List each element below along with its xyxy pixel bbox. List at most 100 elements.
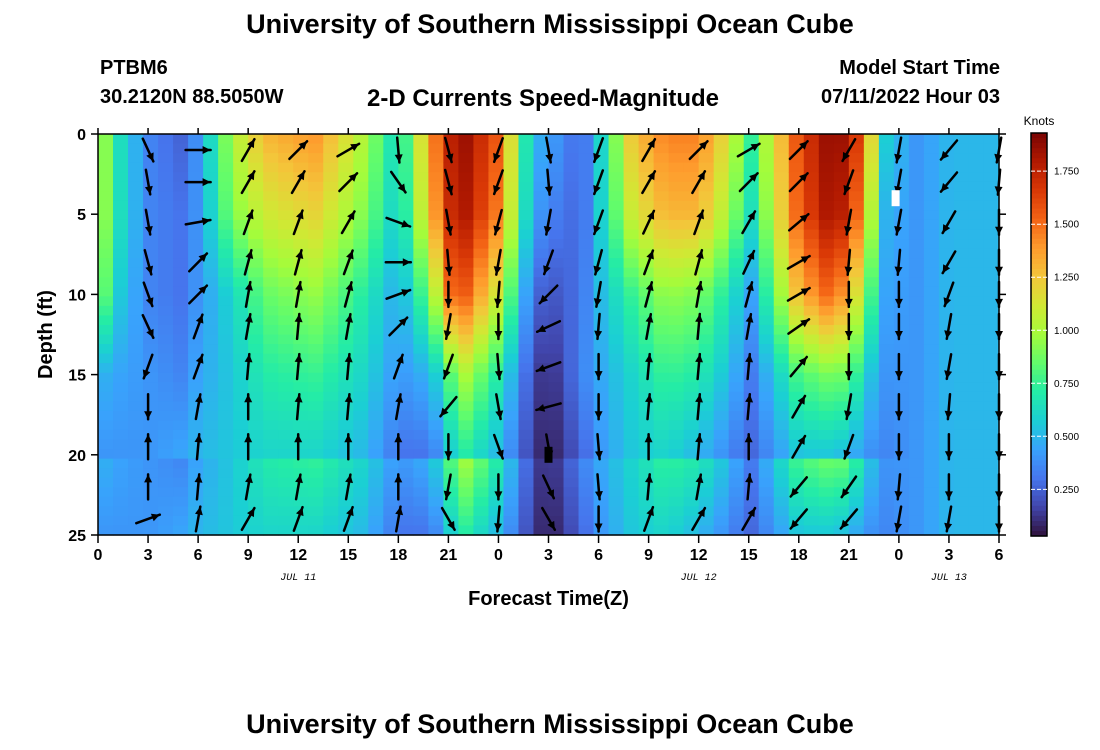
arrow-head: [440, 407, 449, 417]
heat-cell: [323, 286, 339, 297]
heat-cell: [218, 134, 234, 145]
heat-cell: [893, 143, 910, 154]
heat-cell: [698, 487, 715, 498]
heat-cell: [398, 496, 414, 507]
heat-cell: [608, 191, 625, 202]
heat-cell: [278, 134, 294, 145]
heat-cell: [278, 391, 294, 402]
heat-cell: [743, 229, 760, 240]
heat-cell: [278, 153, 294, 164]
arrow-head: [401, 289, 411, 297]
current-arrow: [594, 352, 603, 381]
heat-cell: [908, 277, 925, 288]
heat-cell: [353, 239, 369, 250]
heat-cell: [548, 363, 565, 374]
heat-cell: [758, 515, 775, 527]
heat-cell: [488, 277, 505, 288]
heat-cell: [908, 143, 925, 154]
arrow-head: [790, 487, 799, 497]
heat-cell: [233, 324, 249, 336]
heat-cell: [983, 162, 1000, 173]
heat-cell: [743, 429, 760, 441]
heat-cell: [473, 391, 490, 402]
heat-cell: [908, 353, 925, 364]
heat-cell: [683, 487, 700, 498]
heat-cell: [293, 496, 309, 507]
colorbar-tick-label: 1.500: [1054, 220, 1079, 231]
heat-cell: [128, 181, 144, 192]
heat-cell: [923, 286, 940, 297]
heat-cell: [893, 324, 910, 336]
colorbar-segment: [1031, 329, 1047, 336]
heat-cell: [113, 410, 129, 422]
heat-cell: [413, 458, 429, 469]
heat-cell: [728, 372, 745, 383]
heat-cell: [488, 382, 505, 393]
heat-cell: [608, 286, 625, 297]
heat-cell: [488, 286, 505, 297]
heat-cell: [503, 200, 520, 211]
heat-cell: [173, 143, 189, 154]
heat-cell: [218, 401, 234, 412]
heat-cell: [758, 305, 775, 317]
current-arrow: [144, 433, 153, 461]
heat-cell: [953, 449, 970, 460]
heat-cell: [773, 372, 790, 383]
heat-cell: [308, 286, 324, 297]
heat-cell: [353, 172, 369, 183]
current-arrow: [494, 352, 503, 381]
heat-cell: [188, 439, 204, 450]
heat-cell: [758, 315, 775, 326]
heat-cell: [128, 334, 144, 345]
heat-cell: [968, 391, 985, 402]
heat-cell: [803, 258, 820, 269]
heat-cell: [848, 458, 865, 469]
heat-cell: [788, 410, 805, 422]
heat-cell: [203, 401, 219, 412]
heat-cell: [863, 305, 880, 317]
arrow-head: [537, 324, 547, 332]
heat-cell: [188, 468, 204, 479]
heat-cell: [353, 219, 369, 231]
heat-cell: [128, 487, 144, 498]
heat-cell: [188, 296, 204, 307]
heat-cell: [683, 258, 700, 269]
heat-cell: [473, 296, 490, 307]
current-arrow: [495, 393, 504, 421]
x-tick-label: 12: [289, 547, 307, 564]
current-arrow: [244, 280, 253, 308]
heat-cell: [818, 143, 835, 154]
heat-cell: [863, 525, 880, 536]
arrow-head: [536, 364, 546, 372]
heat-cell: [533, 134, 550, 145]
arrow-head: [347, 211, 355, 221]
chart-subtitle: 2-D Currents Speed-Magnitude: [367, 85, 720, 112]
heat-cell: [263, 449, 279, 460]
current-arrow: [394, 473, 403, 501]
arrow-head: [295, 282, 303, 291]
heat-cell: [593, 239, 610, 250]
heat-cell: [833, 191, 850, 202]
heat-cell: [128, 191, 144, 202]
heat-cell: [638, 363, 655, 374]
heat-cell: [938, 134, 955, 145]
heat-cell: [863, 162, 880, 173]
arrow-head: [595, 491, 603, 500]
heat-cell: [353, 143, 369, 154]
current-arrow: [695, 352, 703, 381]
heat-cell: [113, 267, 129, 278]
heat-cell: [488, 191, 505, 202]
heat-cell: [923, 334, 940, 345]
heat-cell: [818, 210, 835, 221]
arrow-head: [295, 250, 304, 259]
heat-cell: [878, 229, 895, 240]
heat-cell: [368, 134, 384, 145]
heat-cell: [773, 496, 790, 507]
heat-cell: [788, 210, 805, 221]
heat-cell: [593, 286, 610, 297]
current-arrow: [342, 249, 354, 276]
heat-cell: [443, 324, 459, 336]
heat-cell: [353, 305, 369, 317]
heat-cell: [968, 277, 985, 288]
heat-cell: [848, 143, 865, 154]
